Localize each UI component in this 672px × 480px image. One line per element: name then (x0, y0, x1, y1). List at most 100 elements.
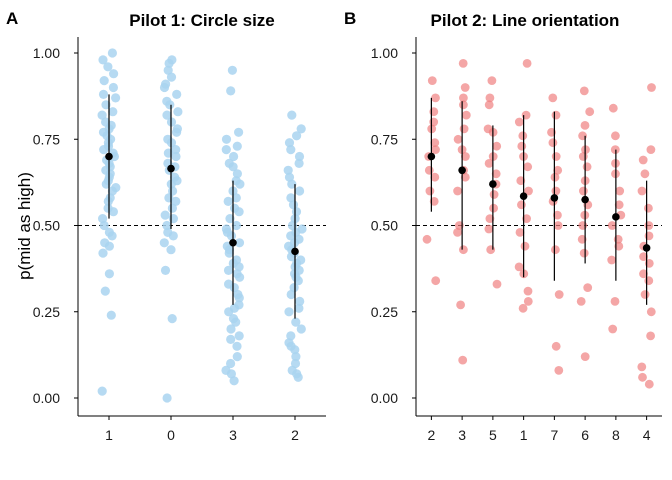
chart-a-data-point (286, 331, 296, 341)
chart-b-x-tick-label: 8 (612, 427, 620, 443)
chart-a-data-point (97, 110, 107, 120)
chart-a-data-point (226, 324, 236, 334)
chart-b-y-tick-label: 1.00 (371, 45, 398, 61)
chart-a-data-point (290, 358, 301, 369)
chart-a-data-point (166, 245, 176, 255)
chart-a-data-point (226, 86, 236, 96)
chart-b-data-point (517, 200, 526, 210)
chart-b-data-point (638, 372, 647, 382)
chart-a-data-point (287, 179, 297, 189)
chart-b-data-point (524, 186, 533, 196)
chart-a-data-point (229, 376, 239, 386)
chart-b-data-point (430, 138, 440, 148)
chart-a-data-point (173, 107, 183, 117)
chart-a-data-point (226, 369, 236, 379)
chart-a-data-point (163, 65, 173, 75)
chart-b-data-point (429, 197, 439, 206)
chart-a-data-point (162, 393, 172, 403)
chart-a-y-tick-label: 0.75 (33, 131, 60, 147)
chart-b-data-point (522, 59, 532, 68)
chart-b-data-point (427, 76, 437, 85)
chart-b-data-point (460, 172, 470, 182)
chart-a-data-point (235, 272, 245, 282)
chart-a-data-point (168, 214, 178, 224)
chart-a-data-point (234, 127, 244, 137)
chart-a-data-point (291, 317, 301, 327)
chart-b-data-point (453, 134, 463, 144)
chart-b-data-point (430, 172, 440, 182)
chart-a-data-point (226, 231, 237, 241)
chart-a-data-point (290, 345, 300, 355)
chart-b-data-point (644, 276, 654, 286)
chart-b-data-point (521, 110, 531, 120)
chart-b-data-point (459, 100, 468, 110)
chart-a-data-point (226, 358, 236, 369)
chart-a-x-tick-label: 2 (291, 427, 299, 443)
chart-b-data-point (515, 228, 525, 237)
chart-b-data-point (523, 162, 533, 172)
chart-b-data-point (485, 214, 495, 224)
chart-a-data-point (104, 269, 114, 279)
chart-b-data-point (523, 286, 533, 296)
chart-a-data-point (168, 231, 178, 241)
chart-b-data-point (610, 297, 620, 306)
chart-a-data-point (108, 82, 118, 93)
chart-b-y-tick-label: 0.25 (371, 304, 398, 320)
chart-b-x-tick-label: 4 (643, 427, 651, 443)
chart-a-data-point (291, 207, 302, 217)
chart-b-x-tick-label: 5 (489, 427, 497, 443)
chart-a-y-tick-label: 1.00 (33, 45, 60, 61)
chart-a-data-point (106, 310, 116, 320)
chart-b-data-point (518, 303, 528, 313)
chart-b-mean-point (489, 180, 497, 188)
chart-a-data-point (294, 303, 304, 313)
chart-a-data-point (109, 151, 119, 162)
chart-a-data-point (98, 214, 108, 224)
y-axis-label: p(mid as high) (15, 172, 34, 280)
chart-b-data-point (578, 221, 588, 230)
chart-a-data-point (296, 324, 306, 334)
chart-a-data-point (99, 220, 109, 231)
chart-b-data-point (484, 159, 494, 168)
chart-b-data-point (647, 83, 656, 92)
chart-a-mean-point (291, 247, 299, 256)
chart-b-data-point (638, 155, 648, 165)
chart-a-data-point (98, 248, 108, 258)
chart-b-data-point (522, 214, 531, 224)
chart-a-data-point (159, 238, 169, 248)
chart-a-data-point (98, 89, 109, 99)
chart-b-data-point (607, 221, 617, 230)
chart-a-data-point (159, 82, 170, 93)
chart-a-data-point (234, 262, 244, 272)
chart-b-data-point (615, 186, 625, 196)
chart-b-data-point (456, 300, 465, 310)
chart-b-data-point (554, 290, 564, 299)
chart-b-data-point (458, 355, 468, 365)
chart-b-data-point (453, 228, 462, 237)
chart-a-data-point (227, 65, 237, 75)
chart-b-data-point (577, 234, 587, 244)
chart-a-data-point (98, 55, 108, 65)
chart-b-data-point (640, 290, 650, 299)
chart-a-data-point (284, 307, 294, 317)
chart-b-mean-point (642, 244, 651, 252)
chart-b-data-point (547, 127, 556, 137)
chart-b-data-point (551, 186, 561, 196)
chart-b-data-point (553, 210, 562, 220)
chart-b-data-point (491, 169, 501, 179)
chart-a-data-point (160, 265, 171, 275)
chart-b-data-point (644, 379, 654, 389)
chart-a-data-point (235, 179, 245, 189)
chart-b-x-tick-label: 1 (520, 427, 528, 443)
chart-b-data-point (548, 138, 558, 148)
chart-a-mean-point (229, 238, 237, 247)
chart-a-data-point (108, 207, 118, 217)
chart-a-data-point (171, 145, 181, 155)
chart-b-mean-point (581, 195, 589, 204)
chart-b-data-point (484, 100, 494, 110)
chart-b-data-point (431, 145, 440, 155)
chart-a-data-point (291, 352, 301, 362)
chart-b-data-point (578, 152, 588, 161)
chart-b-data-point (551, 341, 561, 351)
chart-b-data-point (639, 269, 648, 279)
